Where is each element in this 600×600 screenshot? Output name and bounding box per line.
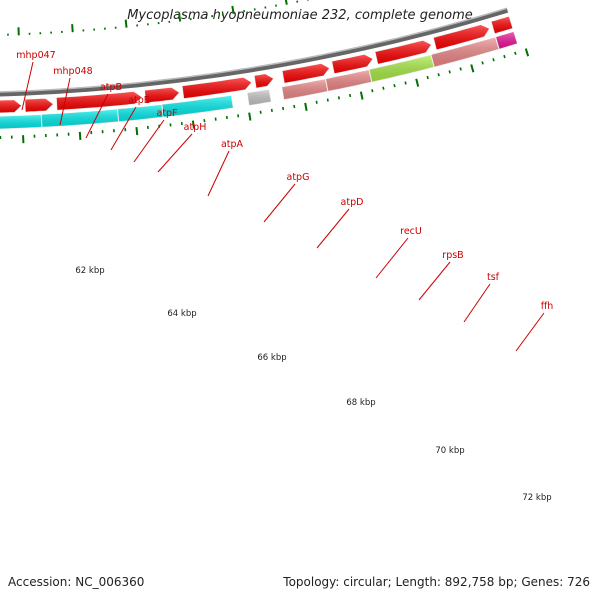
outer-tick <box>524 48 530 57</box>
cds-arrow-5[interactable] <box>24 97 55 113</box>
genome-backbone <box>0 7 509 97</box>
feature-atpG[interactable] <box>161 94 234 118</box>
scale-tick <box>231 5 235 14</box>
outer-tick <box>437 73 440 77</box>
cds-arrow-12[interactable] <box>374 39 433 66</box>
scale-tick <box>124 19 128 28</box>
outer-tick <box>326 98 329 102</box>
outer-tick <box>304 102 308 112</box>
topology-summary: Topology: circular; Length: 892,758 bp; … <box>283 575 590 589</box>
gene-label-atpG[interactable]: atpG <box>263 172 310 223</box>
cds-arrow-14[interactable] <box>490 15 514 35</box>
svg-text:atpD: atpD <box>341 197 364 208</box>
gene-label-ffh[interactable]: ffh <box>515 301 554 352</box>
scale-ticks <box>0 0 530 144</box>
cds-arrow-8[interactable] <box>181 76 253 100</box>
cds-arrow-9[interactable] <box>253 72 275 89</box>
gene-label-rpsB[interactable]: rpsB <box>418 250 464 301</box>
outer-tick <box>459 67 462 71</box>
outer-tick <box>492 58 495 62</box>
svg-text:atpF: atpF <box>156 108 177 119</box>
cds-arrow-4[interactable] <box>0 98 23 114</box>
feature-atpH[interactable] <box>40 108 120 128</box>
cds-arrow-7[interactable] <box>143 86 181 104</box>
cds-arrow-13[interactable] <box>432 23 491 51</box>
scale-label: 64 kbp <box>167 309 196 319</box>
cds-arrow-11[interactable] <box>331 53 374 75</box>
svg-text:ffh: ffh <box>541 301 554 312</box>
feature-recU[interactable] <box>246 88 272 107</box>
genome-title: Mycoplasma hyopneumoniae 232, complete g… <box>127 8 473 23</box>
outer-tick <box>359 91 364 100</box>
scale-tick <box>284 0 288 5</box>
outer-tick <box>282 106 285 111</box>
scale-label: 68 kbp <box>346 398 375 408</box>
gene-label-recU[interactable]: recU <box>375 226 422 279</box>
feature-tsf[interactable] <box>324 68 373 92</box>
outer-tick <box>514 51 517 55</box>
svg-text:mhp048: mhp048 <box>53 66 92 77</box>
outer-tick <box>293 104 296 109</box>
gene-label-atpB[interactable]: atpB <box>85 82 122 139</box>
outer-tick <box>481 61 484 65</box>
gene-label-mhp048[interactable]: mhp048 <box>53 66 93 126</box>
gene-label-tsf[interactable]: tsf <box>463 272 500 323</box>
outer-tick <box>371 89 374 93</box>
outer-tick <box>470 64 475 73</box>
svg-text:atpB: atpB <box>100 82 122 93</box>
svg-text:rpsB: rpsB <box>442 250 463 261</box>
outer-tick <box>348 93 352 98</box>
outer-tick <box>382 86 385 90</box>
outer-tick <box>337 96 341 100</box>
svg-text:atpH: atpH <box>184 122 207 133</box>
outer-tick <box>415 78 420 87</box>
scale-label: 70 kbp <box>435 446 464 456</box>
scale-label: 72 kbp <box>522 493 551 503</box>
gene-label-mhp047[interactable]: mhp047 <box>16 50 56 111</box>
outer-tick <box>248 112 252 121</box>
gene-label-atpD[interactable]: atpD <box>316 197 364 249</box>
feature-atpF[interactable] <box>0 113 43 130</box>
scale-tick <box>178 13 182 22</box>
cds-track <box>0 15 514 114</box>
scale-labels: 62 kbp 64 kbp 66 kbp 68 kbp 70 kbp 72 kbp <box>75 266 551 503</box>
svg-text:atpA: atpA <box>221 139 244 150</box>
outer-tick <box>404 81 407 85</box>
outer-tick <box>393 84 396 88</box>
outer-tick <box>315 100 318 104</box>
gene-label-atpF[interactable]: atpF <box>133 108 178 163</box>
gene-labels: mhp047 mhp048 atpB atpE atpF atpH atpA atpG atpD… <box>16 50 554 352</box>
gene-label-atpH[interactable]: atpH <box>157 122 207 173</box>
outer-tick <box>426 75 429 80</box>
accession-label: Accession: NC_006360 <box>8 575 145 589</box>
feature-track <box>0 30 519 130</box>
scale-label: 62 kbp <box>75 266 104 276</box>
outer-tick <box>135 127 139 136</box>
outer-tick <box>270 108 273 113</box>
outer-tick <box>78 131 82 141</box>
gene-label-atpE[interactable]: atpE <box>110 95 150 151</box>
svg-text:tsf: tsf <box>487 272 500 283</box>
svg-text:atpG: atpG <box>287 172 310 183</box>
gene-label-atpA[interactable]: atpA <box>207 139 244 197</box>
svg-text:mhp047: mhp047 <box>16 50 55 61</box>
svg-text:atpE: atpE <box>128 95 150 106</box>
feature-next-2[interactable] <box>494 30 519 50</box>
cds-arrow-10[interactable] <box>281 62 331 84</box>
outer-tick <box>503 54 506 59</box>
scale-tick <box>71 24 74 33</box>
cds-arrow-6[interactable] <box>55 90 143 111</box>
scale-label: 66 kbp <box>257 353 286 363</box>
outer-tick <box>448 70 451 74</box>
outer-tick <box>191 120 195 129</box>
svg-text:recU: recU <box>400 226 422 237</box>
